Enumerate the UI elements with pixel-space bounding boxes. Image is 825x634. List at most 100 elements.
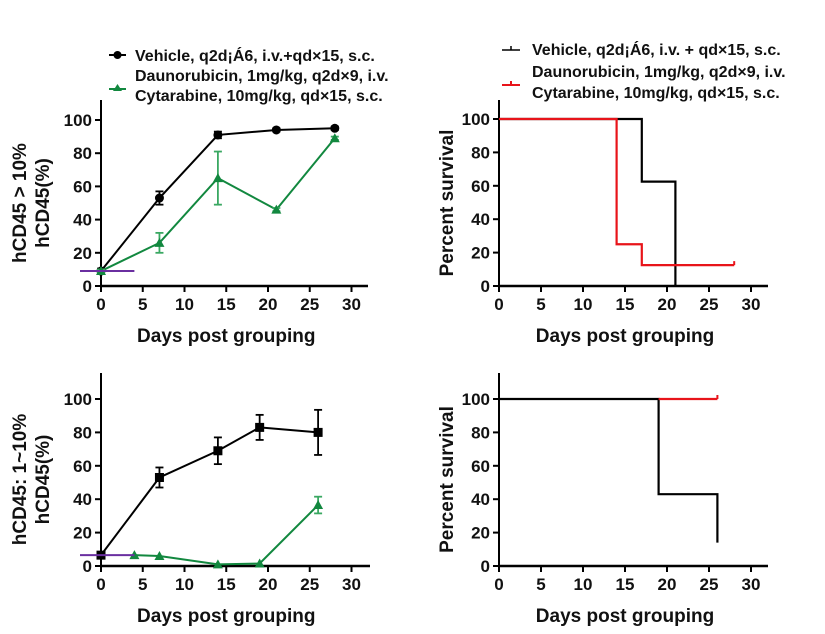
y-tick-label: 40 <box>73 211 92 230</box>
x-tick-label: 5 <box>138 295 147 314</box>
y-axis-title-secondary: hCD45(%) <box>33 435 54 525</box>
x-tick-label: 25 <box>300 575 319 594</box>
data-point-circle <box>154 193 164 203</box>
data-point-triangle <box>329 133 340 143</box>
x-tick-label: 30 <box>742 575 761 594</box>
chart-panel-bottom-left: 0 5 10 15 20 25 30 0 20 40 60 80 100 Days post groupi… <box>10 373 370 627</box>
data-point-square <box>154 472 164 482</box>
data-point-triangle <box>271 204 282 214</box>
series-daunorubicin-cytarabine <box>96 133 340 276</box>
data-point-circle <box>213 130 223 140</box>
y-tick-label: 0 <box>83 557 92 576</box>
x-tick-label: 10 <box>574 575 593 594</box>
legend-label-treated-survival-2: Cytarabine, 10mg/kg, qd×15, s.c. <box>532 85 780 102</box>
data-point-triangle <box>154 237 165 247</box>
survival-step-line <box>499 117 735 267</box>
x-tick-label: 5 <box>138 575 147 594</box>
y-tick-label: 80 <box>471 143 490 162</box>
x-tick-label: 0 <box>494 295 503 314</box>
legend-label-treated-1: Daunorubicin, 1mg/kg, q2d×9, i.v. <box>135 68 389 85</box>
data-point-square <box>313 427 323 437</box>
x-tick-label: 20 <box>259 295 278 314</box>
series-vehicle <box>499 397 719 543</box>
series-vehicle <box>96 408 323 560</box>
y-axis-title: Percent survival <box>437 406 458 553</box>
data-point-circle <box>271 125 281 135</box>
x-axis-title: Days post grouping <box>137 606 315 627</box>
legend-left: Vehicle, q2d¡Á6, i.v.+qd×15, s.c. Daunor… <box>109 46 389 105</box>
series-daunorubicin-cytarabine <box>658 395 719 401</box>
x-tick-label: 5 <box>536 575 545 594</box>
x-axis-title: Days post grouping <box>536 326 714 347</box>
y-tick-label: 60 <box>73 457 92 476</box>
data-point-circle <box>330 123 340 133</box>
y-tick-label: 60 <box>471 457 490 476</box>
x-tick-label: 15 <box>616 295 635 314</box>
legend-marker-circle <box>113 51 122 59</box>
survival-step-line <box>499 397 719 543</box>
y-tick-label: 20 <box>471 244 490 263</box>
legend-label-vehicle: Vehicle, q2d¡Á6, i.v.+qd×15, s.c. <box>135 46 375 65</box>
y-tick-label: 100 <box>462 390 490 409</box>
data-point-triangle <box>154 550 165 560</box>
x-tick-label: 20 <box>658 575 677 594</box>
y-tick-label: 0 <box>481 557 490 576</box>
y-axis-title: Percent survival <box>437 130 458 277</box>
x-tick-label: 5 <box>536 295 545 314</box>
x-axis-title: Days post grouping <box>536 606 714 627</box>
y-tick-label: 40 <box>471 490 490 509</box>
data-point-square <box>213 446 223 456</box>
chart-panel-top-left: 0 5 10 15 20 25 30 0 20 40 60 80 100 Days post groupi… <box>10 100 368 347</box>
y-tick-label: 80 <box>73 144 92 163</box>
y-tick-label: 60 <box>471 177 490 196</box>
y-tick-label: 80 <box>73 423 92 442</box>
x-tick-label: 20 <box>658 295 677 314</box>
survival-step-line <box>499 117 677 286</box>
y-tick-label: 100 <box>64 390 92 409</box>
series-line <box>134 504 319 566</box>
data-point-triangle <box>254 558 265 568</box>
y-tick-label: 0 <box>481 277 490 296</box>
y-tick-label: 40 <box>471 210 490 229</box>
data-point-triangle <box>212 559 223 569</box>
x-tick-label: 25 <box>700 295 719 314</box>
series-daunorubicin-cytarabine <box>499 117 736 267</box>
series-line <box>100 426 319 556</box>
legend-left-item-treated: Daunorubicin, 1mg/kg, q2d×9, i.v. Cytara… <box>109 68 389 105</box>
legend-right: Vehicle, q2d¡Á6, i.v. + qd×15, s.c. Daun… <box>502 40 786 102</box>
legend-right-item-treated: Daunorubicin, 1mg/kg, q2d×9, i.v. Cytara… <box>502 64 786 102</box>
data-point-triangle <box>212 173 223 183</box>
x-tick-label: 25 <box>700 575 719 594</box>
legend-right-item-vehicle: Vehicle, q2d¡Á6, i.v. + qd×15, s.c. <box>502 40 781 59</box>
y-tick-label: 20 <box>73 244 92 263</box>
y-tick-label: 20 <box>73 524 92 543</box>
y-tick-label: 100 <box>462 110 490 129</box>
x-tick-label: 25 <box>300 295 319 314</box>
x-tick-label: 30 <box>342 295 361 314</box>
x-tick-label: 15 <box>616 575 635 594</box>
data-point-square <box>255 422 265 432</box>
x-tick-label: 30 <box>742 295 761 314</box>
x-tick-label: 10 <box>574 295 593 314</box>
y-tick-label: 40 <box>73 490 92 509</box>
x-tick-label: 15 <box>217 295 236 314</box>
legend-label-treated-survival-1: Daunorubicin, 1mg/kg, q2d×9, i.v. <box>532 64 786 81</box>
x-tick-label: 30 <box>342 575 361 594</box>
x-tick-label: 0 <box>96 575 105 594</box>
chart-panel-bottom-right: 0 5 10 15 20 25 30 0 20 40 60 80 100 Days post groupi… <box>437 373 768 627</box>
x-tick-label: 10 <box>175 295 194 314</box>
legend-label-vehicle-survival: Vehicle, q2d¡Á6, i.v. + qd×15, s.c. <box>532 40 781 59</box>
chart-panel-top-right: 0 5 10 15 20 25 30 0 20 40 60 80 100 Days post groupi… <box>437 100 768 347</box>
y-axis-title: hCD45 > 10% <box>10 143 31 263</box>
series-vehicle <box>499 117 677 286</box>
y-tick-label: 60 <box>73 177 92 196</box>
y-tick-label: 0 <box>83 277 92 296</box>
x-tick-label: 10 <box>175 575 194 594</box>
legend-label-treated-2: Cytarabine, 10mg/kg, qd×15, s.c. <box>135 88 383 105</box>
x-tick-label: 0 <box>96 295 105 314</box>
data-point-triangle <box>313 500 324 510</box>
y-axis-title: hCD45: 1~10% <box>10 414 31 546</box>
y-tick-label: 20 <box>471 524 490 543</box>
y-tick-label: 80 <box>471 423 490 442</box>
